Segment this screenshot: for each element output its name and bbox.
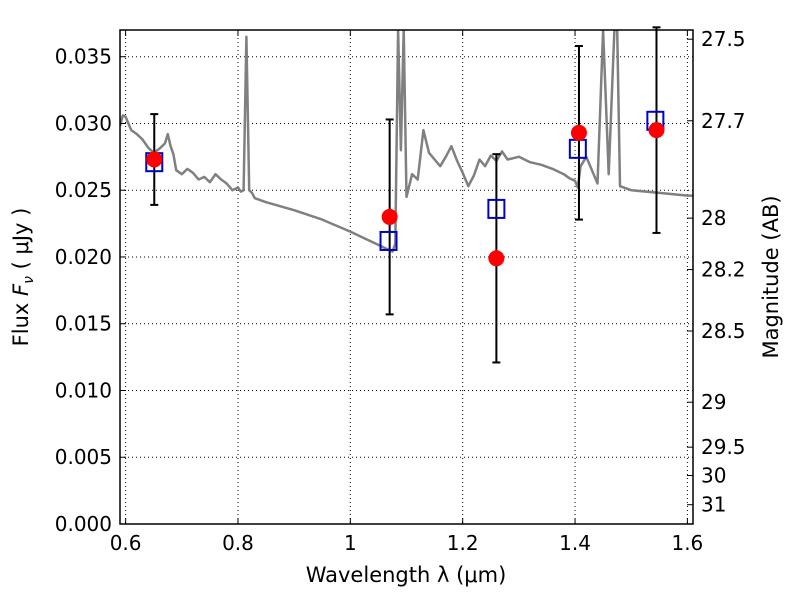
observed-circle-marker — [570, 124, 587, 141]
y-tick-label: 0.005 — [55, 445, 112, 469]
observed-circle-marker — [381, 208, 398, 225]
y-axis-label-prefix: Flux — [9, 296, 33, 346]
mag-tick-label: 28 — [701, 206, 726, 230]
y-axis-label-symbol: F — [9, 283, 33, 296]
mag-tick-label: 28.5 — [701, 319, 746, 343]
y-tick-label: 0.020 — [55, 245, 112, 269]
mag-tick-label: 30 — [701, 464, 726, 488]
mag-tick-label: 29.5 — [701, 435, 746, 459]
y-axis-label: Flux Fν ( μJy ) — [9, 208, 37, 347]
model-square-marker — [379, 230, 398, 251]
axes: 0.6 0.8 1 1.2 1.4 1.6 0.000 0.005 0.010 0.015 0.02… — [55, 27, 746, 555]
plot-frame — [119, 29, 694, 525]
y-tick-label: 0.030 — [55, 111, 112, 135]
observed-circle-marker — [146, 151, 163, 168]
model-square-marker — [568, 138, 587, 159]
right-axis-label: Magnitude (AB) — [759, 195, 783, 358]
mag-tick-label: 28.2 — [701, 258, 746, 282]
y-axis-label-subscript: ν — [21, 276, 37, 284]
model-square-marker — [487, 198, 506, 219]
mag-tick-label: 27.7 — [701, 109, 746, 133]
plot-area — [120, 30, 693, 253]
y-tick-label: 0.000 — [55, 512, 112, 536]
y-tick-label: 0.035 — [55, 45, 112, 69]
y-tick-label: 0.015 — [55, 312, 112, 336]
x-tick-label: 1 — [344, 531, 357, 555]
x-tick-label: 1.6 — [671, 531, 703, 555]
mag-tick-label: 27.5 — [701, 27, 746, 51]
observed-circle-marker — [488, 250, 505, 267]
y-tick-label: 0.010 — [55, 378, 112, 402]
spectrum-line — [120, 30, 693, 253]
y-axis-label-suffix: ( μJy ) — [9, 208, 33, 276]
x-tick-label: 1.2 — [447, 531, 479, 555]
x-axis-label: Wavelength λ (μm) — [306, 563, 507, 587]
x-tick-label: 1.4 — [559, 531, 591, 555]
mag-tick-label: 29 — [701, 390, 726, 414]
markers — [145, 110, 665, 267]
mag-tick-label: 31 — [701, 493, 726, 517]
x-tick-label: 0.8 — [222, 531, 254, 555]
y-tick-label: 0.025 — [55, 178, 112, 202]
observed-circle-marker — [648, 122, 665, 139]
x-tick-label: 0.6 — [110, 531, 142, 555]
